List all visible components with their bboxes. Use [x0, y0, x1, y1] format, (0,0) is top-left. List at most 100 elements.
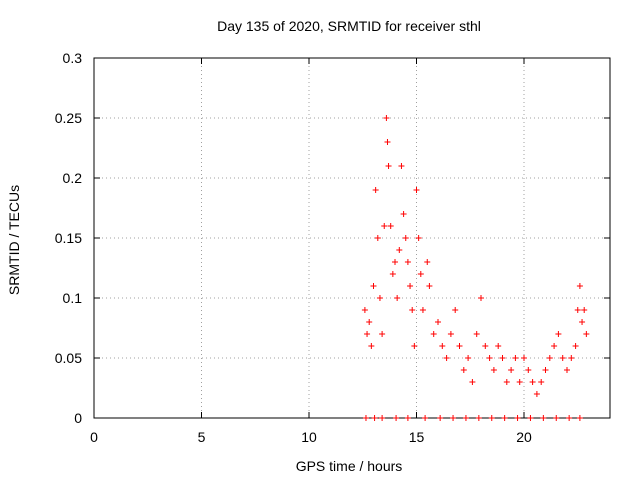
- data-point: [368, 343, 375, 349]
- data-point: [482, 343, 489, 349]
- x-tick-label: 10: [301, 429, 317, 445]
- data-point: [525, 367, 532, 373]
- data-point: [439, 343, 446, 349]
- data-point: [508, 367, 515, 373]
- data-point: [576, 415, 583, 421]
- data-point: [409, 307, 416, 313]
- x-tick-label: 0: [90, 429, 98, 445]
- data-point: [473, 331, 480, 337]
- y-tick-label: 0: [74, 410, 82, 426]
- data-point: [376, 295, 383, 301]
- data-point: [366, 319, 373, 325]
- data-point: [381, 223, 388, 229]
- data-point: [450, 415, 457, 421]
- plot-frame: [93, 57, 611, 419]
- data-point: [426, 283, 433, 289]
- x-tick-label: 5: [198, 429, 206, 445]
- data-point: [529, 379, 536, 385]
- x-tick-label: 15: [409, 429, 425, 445]
- data-point: [540, 415, 547, 421]
- data-point: [488, 415, 495, 421]
- x-axis-label: GPS time / hours: [296, 458, 403, 474]
- y-tick-label: 0.05: [55, 350, 82, 366]
- data-point: [478, 295, 484, 301]
- data-point: [422, 415, 429, 421]
- data-point: [384, 139, 391, 145]
- data-point: [551, 343, 558, 349]
- y-tick-label: 0.3: [63, 50, 83, 66]
- data-point: [404, 415, 411, 421]
- data-point: [393, 415, 400, 421]
- data-point: [392, 259, 398, 265]
- data-point: [407, 283, 414, 289]
- data-point: [362, 415, 369, 421]
- data-point: [435, 319, 441, 325]
- data-point: [415, 235, 422, 241]
- data-point: [411, 343, 418, 349]
- data-point: [385, 163, 392, 169]
- data-point: [374, 235, 381, 241]
- grid-lines: [94, 58, 610, 418]
- data-point: [495, 343, 502, 349]
- data-point: [462, 415, 469, 421]
- data-point: [475, 415, 482, 421]
- data-point: [447, 331, 454, 337]
- data-point: [430, 331, 437, 337]
- data-point: [370, 283, 377, 289]
- data-point: [527, 415, 534, 421]
- data-point: [490, 367, 497, 373]
- data-point: [424, 259, 431, 265]
- data-point: [576, 283, 583, 289]
- data-point: [486, 355, 493, 361]
- data-point: [404, 259, 411, 265]
- data-point: [379, 415, 386, 421]
- data-point: [400, 211, 407, 217]
- data-point: [559, 355, 566, 361]
- data-point: [394, 295, 401, 301]
- chart-title: Day 135 of 2020, SRMTID for receiver sth…: [217, 18, 481, 34]
- data-point: [564, 367, 570, 373]
- data-point: [361, 307, 368, 313]
- data-point: [371, 415, 378, 421]
- data-point: [574, 307, 581, 313]
- data-point: [396, 247, 403, 253]
- data-point: [503, 379, 510, 385]
- data-point: [542, 367, 549, 373]
- data-point: [568, 355, 575, 361]
- data-point: [398, 163, 405, 169]
- data-point: [555, 331, 562, 337]
- data-point: [579, 319, 586, 325]
- data-point: [469, 379, 476, 385]
- data-point: [383, 115, 390, 121]
- data-points: [361, 115, 590, 421]
- data-point: [364, 331, 371, 337]
- data-point: [514, 415, 521, 421]
- data-point: [465, 355, 472, 361]
- data-point: [413, 187, 420, 193]
- data-point: [419, 307, 426, 313]
- data-point: [546, 355, 553, 361]
- data-point: [452, 307, 459, 313]
- x-tick-label: 20: [516, 429, 532, 445]
- data-point: [553, 415, 560, 421]
- data-point: [437, 415, 444, 421]
- data-point: [379, 331, 386, 337]
- data-point: [387, 223, 394, 229]
- data-point: [460, 367, 467, 373]
- data-point: [583, 331, 590, 337]
- y-tick-labels: 0 0.05 0.1 0.15 0.2 0.25 0.3: [55, 50, 82, 426]
- data-point: [402, 235, 409, 241]
- data-point: [516, 379, 523, 385]
- data-point: [538, 379, 545, 385]
- data-point: [501, 415, 508, 421]
- data-point: [521, 355, 527, 361]
- y-tick-label: 0.2: [63, 170, 83, 186]
- x-tick-labels: 0 5 10 15 20: [90, 429, 532, 445]
- data-point: [499, 355, 506, 361]
- axis-ticks: [93, 57, 610, 419]
- data-point: [512, 355, 519, 361]
- data-point: [389, 271, 396, 277]
- y-axis-label: SRMTID / TECUs: [6, 185, 22, 295]
- data-point: [533, 391, 540, 397]
